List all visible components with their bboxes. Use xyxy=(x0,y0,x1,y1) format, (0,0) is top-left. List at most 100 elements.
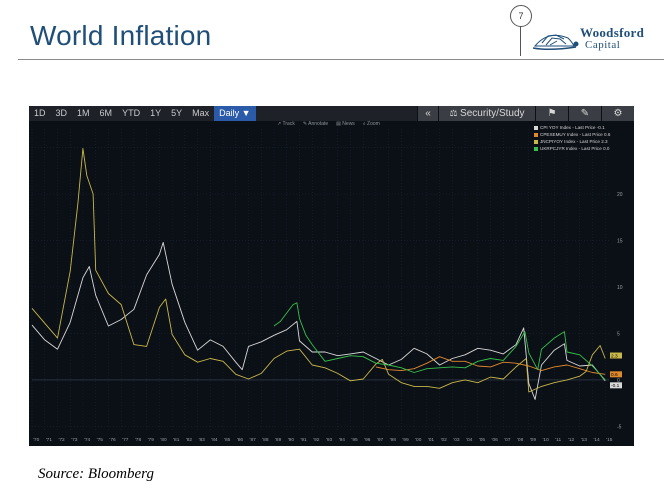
x-tick-label: '85 xyxy=(224,437,231,443)
logo-text-woodsford: Woodsford xyxy=(580,25,645,40)
y-tick-label: 0 xyxy=(617,378,620,384)
x-tick-label: '74 xyxy=(84,437,91,443)
x-tick-label: '13 xyxy=(581,437,588,443)
y-tick-label: 5 xyxy=(617,331,620,337)
x-tick-label: '86 xyxy=(237,437,244,443)
x-tick-label: '73 xyxy=(71,437,78,443)
x-tick-label: '83 xyxy=(199,437,206,443)
chart-toolbar: 1D 3D 1M 6M YTD 1Y 5Y Max Daily ▼ « ⚖ Se… xyxy=(29,106,634,121)
news-icon: ▤ xyxy=(336,121,343,127)
edit-button[interactable]: ✎ xyxy=(568,106,601,121)
x-tick-label: '00 xyxy=(415,437,422,443)
range-max-button[interactable]: Max xyxy=(192,108,210,118)
zoom-tool[interactable]: ⌕ Zoom xyxy=(363,121,380,127)
legend-swatch xyxy=(534,132,538,137)
legend-label: JNCPIYOY Index - Last Price xyxy=(540,139,600,144)
woodsford-capital-logo xyxy=(532,34,579,51)
inflation-line-chart: -50510152025'70'71'72'73'74'75'76'77'78'… xyxy=(31,129,623,443)
last-price-label: -0.1 xyxy=(611,383,620,389)
range-1m-button[interactable]: 1M xyxy=(77,108,90,118)
x-tick-label: '96 xyxy=(364,437,371,443)
legend-value: 0.6 xyxy=(604,132,611,137)
y-tick-label: 15 xyxy=(617,239,623,245)
series-line xyxy=(273,302,606,381)
y-tick-label: 20 xyxy=(617,192,623,198)
x-tick-label: '05 xyxy=(479,437,486,443)
range-ytd-button[interactable]: YTD xyxy=(122,108,141,118)
chart-legend: CPI YOY Index - Last Price -0.1 CPEXEMUY… xyxy=(534,124,626,152)
last-price-tag xyxy=(610,352,622,359)
x-tick-label: '15 xyxy=(606,437,613,443)
title-divider xyxy=(18,59,664,60)
x-tick-label: '70 xyxy=(33,437,40,443)
track-tool[interactable]: ↗ Track xyxy=(277,121,295,127)
legend-label: CPI YOY Index - Last Price xyxy=(540,125,596,130)
page-number: 7 xyxy=(510,5,532,27)
legend-label: CPEXEMUY Index - Last Price xyxy=(540,132,603,137)
x-tick-label: '12 xyxy=(568,437,575,443)
range-1d-button[interactable]: 1D xyxy=(34,108,46,118)
legend-swatch xyxy=(534,125,538,130)
range-3d-button[interactable]: 3D xyxy=(55,108,68,118)
flag-icon: ⚑ xyxy=(547,108,557,119)
settings-button[interactable]: ⚙ xyxy=(601,106,634,121)
series-line xyxy=(31,148,606,393)
x-tick-label: '84 xyxy=(211,437,218,443)
series-line xyxy=(375,356,606,375)
x-tick-label: '11 xyxy=(555,437,561,443)
x-tick-label: '98 xyxy=(390,437,397,443)
x-tick-label: '72 xyxy=(58,437,65,443)
range-6m-button[interactable]: 6M xyxy=(99,108,113,118)
legend-entry: UKRPCJYR Index - Last Price 0.0 xyxy=(534,145,626,152)
x-tick-label: '94 xyxy=(339,437,346,443)
last-price-tag xyxy=(610,382,622,389)
annotate-label: Annotate xyxy=(308,121,329,127)
zoom-label: Zoom xyxy=(367,121,380,127)
security-study-label: Security/Study xyxy=(460,108,525,119)
x-tick-label: '08 xyxy=(517,437,524,443)
legend-entry: CPI YOY Index - Last Price -0.1 xyxy=(534,124,626,131)
x-tick-label: '89 xyxy=(275,437,282,443)
annotate-icon: ✎ xyxy=(302,121,309,127)
x-tick-label: '78 xyxy=(135,437,142,443)
x-tick-label: '71 xyxy=(46,437,53,443)
chart-subtools: ↗ Track ✎ Annotate ▤ News ⌕ Zoom xyxy=(277,121,380,127)
turtle-icon xyxy=(532,34,579,51)
last-price-label: 2.3 xyxy=(611,353,618,359)
flag-button[interactable]: ⚑ xyxy=(535,106,568,121)
x-tick-label: '06 xyxy=(492,437,499,443)
range-1y-button[interactable]: 1Y xyxy=(150,108,162,118)
news-label: News xyxy=(342,121,355,127)
legend-swatch xyxy=(534,146,538,151)
x-tick-label: '81 xyxy=(173,437,180,443)
series-line xyxy=(31,241,606,400)
security-study-button[interactable]: ⚖ Security/Study xyxy=(438,106,535,121)
collapse-button[interactable]: « xyxy=(417,106,438,121)
x-tick-label: '87 xyxy=(250,437,257,443)
range-5y-button[interactable]: 5Y xyxy=(171,108,183,118)
x-tick-label: '76 xyxy=(109,437,116,443)
legend-value: 2.3 xyxy=(601,139,608,144)
x-tick-label: '04 xyxy=(466,437,473,443)
track-icon: ↗ xyxy=(277,121,283,127)
x-tick-label: '10 xyxy=(542,437,549,443)
x-tick-label: '01 xyxy=(428,437,435,443)
frequency-dropdown[interactable]: Daily ▼ xyxy=(214,106,256,121)
y-tick-label: 10 xyxy=(617,285,623,291)
x-tick-label: '14 xyxy=(593,437,600,443)
x-tick-label: '91 xyxy=(300,437,307,443)
legend-label: UKRPCJYR Index - Last Price xyxy=(540,146,602,151)
zoom-icon: ⌕ xyxy=(362,121,368,127)
x-tick-label: '79 xyxy=(148,437,155,443)
bloomberg-chart-panel: 1D 3D 1M 6M YTD 1Y 5Y Max Daily ▼ « ⚖ Se… xyxy=(29,106,634,446)
legend-value: -0.1 xyxy=(596,125,605,130)
news-tool[interactable]: ▤ News xyxy=(336,121,355,127)
legend-entry: JNCPIYOY Index - Last Price 2.3 xyxy=(534,138,626,145)
x-tick-label: '07 xyxy=(504,437,511,443)
last-price-label: 0.6 xyxy=(611,372,618,378)
annotate-tool[interactable]: ✎ Annotate xyxy=(303,121,328,127)
source-caption: Source: Bloomberg xyxy=(38,466,154,482)
track-label: Track xyxy=(282,121,295,127)
toolbar-right-group: « ⚖ Security/Study ⚑ ✎ ⚙ xyxy=(417,106,634,121)
x-tick-label: '80 xyxy=(160,437,167,443)
